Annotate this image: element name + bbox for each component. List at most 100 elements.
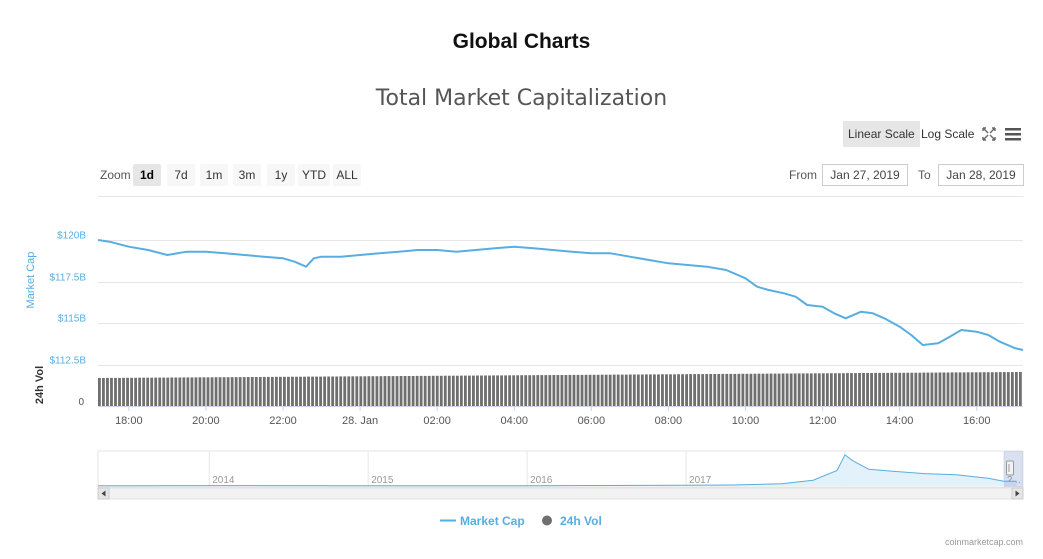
volume-bar: [238, 377, 242, 406]
volume-bar: [600, 374, 604, 406]
volume-bar: [713, 374, 717, 406]
volume-bar: [894, 372, 898, 406]
volume-bar: [926, 372, 930, 406]
zoom-3m-button[interactable]: 3m: [233, 164, 261, 186]
volume-bar: [134, 377, 138, 406]
volume-bar: [737, 373, 741, 406]
volume-bar: [311, 376, 314, 406]
volume-bar: [158, 377, 162, 406]
log-scale-button[interactable]: Log Scale: [921, 127, 975, 141]
x-tick-label: 06:00: [578, 415, 606, 427]
volume-bar: [295, 376, 298, 406]
volume-bar: [496, 375, 499, 406]
volume-bar: [801, 373, 805, 406]
zoom-ytd-button[interactable]: YTD: [298, 164, 330, 186]
volume-bar: [319, 376, 323, 406]
volume-series: [98, 372, 1022, 406]
volume-bar: [206, 377, 210, 406]
volume-bar: [544, 375, 548, 406]
volume-bar: [721, 373, 725, 406]
volume-bar: [789, 373, 793, 406]
volume-bar: [455, 375, 459, 406]
x-tick-label: 16:00: [963, 415, 991, 427]
volume-bar: [974, 372, 978, 406]
credit-link[interactable]: coinmarketcap.com: [944, 537, 1023, 547]
volume-bar: [616, 374, 620, 406]
fullscreen-icon[interactable]: [979, 124, 999, 144]
hamburger-menu-icon[interactable]: [1003, 124, 1023, 144]
volume-bar: [882, 372, 886, 406]
volume-bar: [741, 373, 745, 406]
volume-bar: [246, 377, 250, 406]
volume-bar: [423, 375, 427, 406]
volume-bar: [250, 377, 254, 406]
volume-bar: [612, 374, 616, 406]
volume-bar: [681, 374, 684, 406]
navigator-scrollbar[interactable]: [97, 487, 1024, 500]
volume-bar: [347, 376, 351, 406]
volume-bar: [697, 374, 701, 406]
volume-bar: [363, 376, 367, 406]
zoom-all-button[interactable]: ALL: [333, 164, 361, 186]
volume-bar: [415, 375, 419, 406]
volume-bar: [230, 377, 234, 406]
volume-bar: [262, 376, 266, 406]
volume-bar: [222, 377, 226, 406]
volume-bar: [729, 373, 733, 406]
volume-bar: [98, 378, 101, 406]
y-tick-label: $112.5B: [49, 356, 86, 367]
volume-bar: [946, 372, 950, 406]
volume-bar: [488, 375, 491, 406]
volume-bar: [898, 372, 902, 406]
volume-bar: [584, 374, 588, 406]
volume-bar: [866, 373, 869, 406]
volume-bar: [669, 374, 672, 406]
volume-bar: [990, 372, 994, 406]
volume-bar: [556, 375, 560, 406]
volume-bar: [878, 372, 882, 406]
volume-bar: [419, 375, 423, 406]
volume-bar: [628, 374, 632, 406]
volume-bar: [504, 375, 508, 406]
volume-bar: [745, 373, 749, 406]
volume-bar: [757, 373, 761, 406]
from-date-input[interactable]: [822, 164, 908, 186]
legend-item-market-cap[interactable]: Market Cap: [440, 514, 525, 528]
zoom-1y-button[interactable]: 1y: [267, 164, 295, 186]
volume-bar: [785, 373, 789, 406]
zoom-1m-button[interactable]: 1m: [200, 164, 228, 186]
volume-bar: [516, 375, 520, 406]
x-axis-ticks: 18:00 20:00 22:00 28. Jan 02:00 04:00 06:00 08:…: [115, 406, 991, 427]
volume-bar: [463, 375, 467, 406]
x-tick-label: 04:00: [500, 415, 528, 427]
volume-bar: [447, 375, 451, 406]
volume-bar: [657, 374, 660, 406]
volume-bar: [998, 372, 1002, 406]
zoom-1d-button[interactable]: 1d: [133, 164, 161, 186]
volume-bar: [966, 372, 970, 406]
volume-bar: [468, 375, 471, 406]
y-axis-label: Market Cap: [25, 252, 37, 309]
volume-bar: [266, 376, 270, 406]
volume-bar: [170, 377, 174, 406]
linear-scale-button[interactable]: Linear Scale: [843, 121, 920, 147]
to-date-input[interactable]: [938, 164, 1024, 186]
volume-bar: [978, 372, 982, 406]
volume-axis-label: 24h Vol: [34, 366, 46, 404]
volume-bar: [552, 375, 556, 406]
navigator-handle-left[interactable]: [1006, 460, 1014, 476]
to-label: To: [918, 168, 931, 182]
volume-bar: [130, 377, 133, 406]
volume-bar: [620, 374, 624, 406]
navigator-area: [98, 454, 1017, 486]
zoom-7d-button[interactable]: 7d: [167, 164, 195, 186]
volume-bar: [110, 377, 113, 406]
volume-bar: [596, 374, 600, 406]
grid-lines: [98, 240, 1023, 366]
scrollbar-track[interactable]: [97, 487, 1024, 500]
volume-bar: [890, 372, 894, 406]
navigator-year-label: 2016: [530, 475, 553, 486]
legend-item-24h-vol[interactable]: 24h Vol: [542, 514, 602, 528]
volume-bar: [624, 374, 628, 406]
volume-bar: [102, 378, 105, 406]
